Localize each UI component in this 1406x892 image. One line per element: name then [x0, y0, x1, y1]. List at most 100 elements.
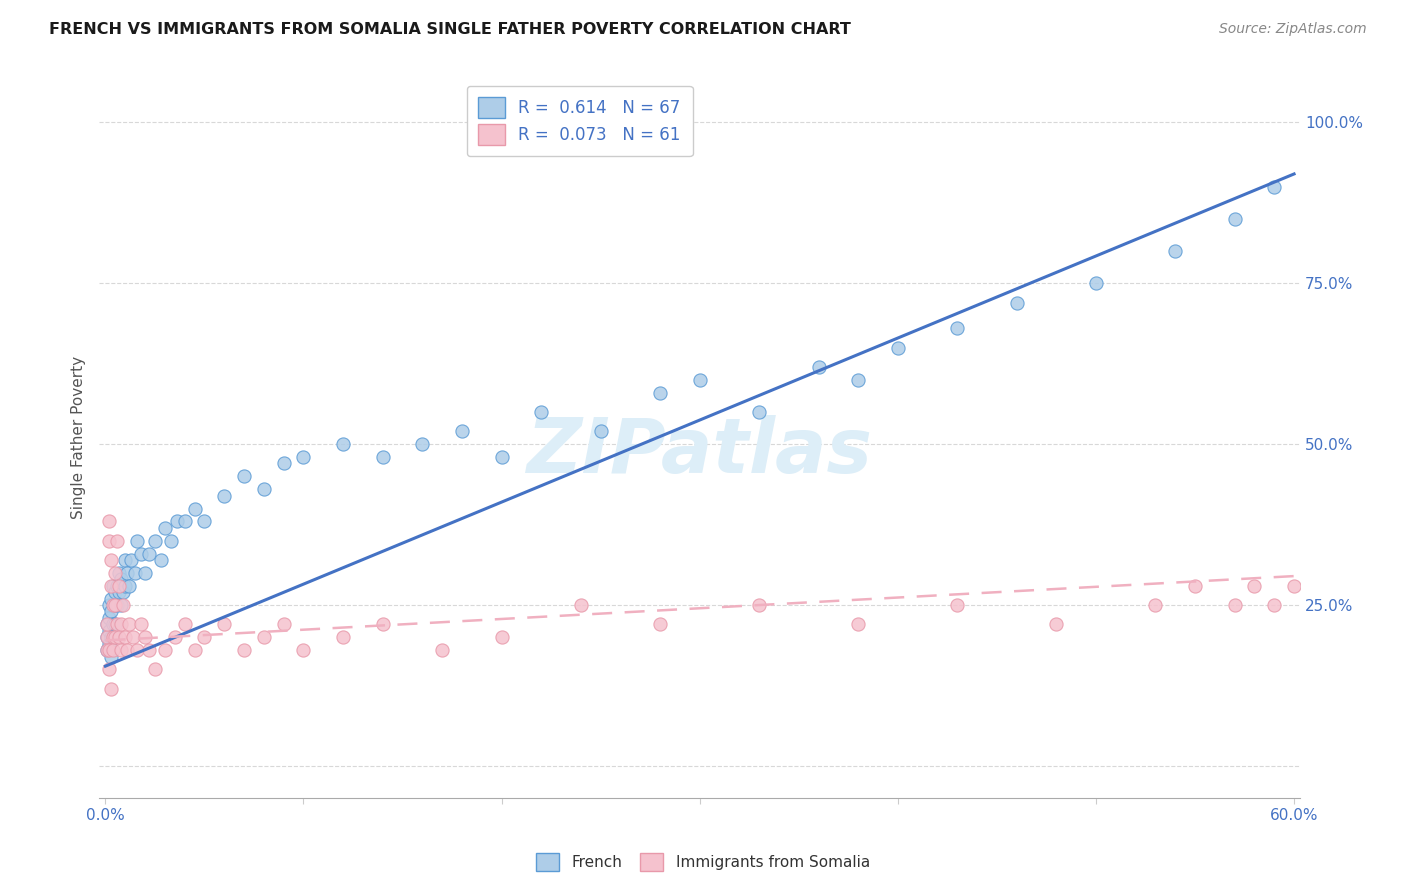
Point [98, 515, 121, 529]
Point [96, 617, 118, 632]
Point [129, 617, 152, 632]
Point [104, 598, 127, 612]
Point [748, 598, 770, 612]
Point [115, 643, 138, 657]
Point [114, 630, 136, 644]
Point [193, 630, 215, 644]
Point [273, 617, 295, 632]
Point [100, 605, 122, 619]
Point [946, 598, 969, 612]
Point [98, 637, 121, 651]
Point [118, 579, 141, 593]
Point [648, 385, 671, 400]
Point [253, 482, 276, 496]
Point [114, 553, 136, 567]
Point [98, 611, 121, 625]
Point [233, 469, 256, 483]
Point [569, 598, 592, 612]
Point [96, 630, 118, 644]
Point [491, 450, 513, 464]
Point [1223, 212, 1246, 227]
Point [138, 643, 160, 657]
Point [104, 617, 127, 632]
Point [96, 643, 118, 657]
Point [430, 643, 453, 657]
Point [112, 585, 135, 599]
Point [115, 566, 138, 580]
Point [253, 630, 276, 644]
Point [108, 630, 131, 644]
Legend: French, Immigrants from Somalia: French, Immigrants from Somalia [530, 847, 876, 877]
Point [183, 643, 205, 657]
Point [98, 624, 121, 638]
Point [129, 547, 152, 561]
Point [112, 598, 135, 612]
Point [153, 643, 176, 657]
Point [100, 579, 122, 593]
Point [98, 533, 121, 548]
Point [451, 425, 474, 439]
Point [411, 437, 433, 451]
Point [105, 598, 128, 612]
Point [159, 533, 181, 548]
Point [103, 630, 125, 644]
Point [1184, 579, 1206, 593]
Point [1045, 617, 1067, 632]
Point [108, 566, 131, 580]
Point [105, 533, 128, 548]
Point [648, 617, 671, 632]
Point [748, 405, 770, 419]
Point [103, 643, 125, 657]
Point [108, 585, 131, 599]
Point [371, 617, 394, 632]
Point [163, 630, 186, 644]
Point [143, 662, 166, 676]
Point [110, 572, 132, 586]
Point [134, 566, 156, 580]
Point [1005, 295, 1028, 310]
Point [846, 373, 869, 387]
Point [118, 617, 141, 632]
Point [110, 617, 132, 632]
Y-axis label: Single Father Poverty: Single Father Poverty [72, 356, 86, 519]
Point [1282, 579, 1305, 593]
Point [946, 321, 969, 335]
Point [166, 515, 188, 529]
Point [846, 617, 869, 632]
Point [193, 515, 215, 529]
Point [491, 630, 513, 644]
Point [98, 598, 121, 612]
Point [1302, 598, 1324, 612]
Point [1263, 598, 1285, 612]
Point [212, 489, 235, 503]
Point [1263, 179, 1285, 194]
Point [120, 553, 142, 567]
Point [530, 405, 553, 419]
Text: ZIPatlas: ZIPatlas [527, 415, 873, 489]
Point [1084, 277, 1107, 291]
Point [105, 579, 128, 593]
Point [173, 617, 195, 632]
Point [292, 643, 315, 657]
Point [689, 373, 711, 387]
Point [114, 579, 136, 593]
Point [98, 662, 121, 676]
Point [104, 566, 127, 580]
Point [104, 598, 127, 612]
Point [100, 630, 122, 644]
Point [98, 643, 121, 657]
Point [110, 643, 132, 657]
Point [104, 585, 127, 599]
Point [124, 566, 146, 580]
Point [96, 643, 118, 657]
Point [100, 649, 122, 664]
Point [108, 579, 131, 593]
Point [807, 359, 830, 374]
Point [100, 681, 122, 696]
Point [1164, 244, 1187, 259]
Point [103, 579, 125, 593]
Point [1144, 598, 1167, 612]
Point [96, 630, 118, 644]
Point [96, 617, 118, 632]
Point [149, 553, 172, 567]
